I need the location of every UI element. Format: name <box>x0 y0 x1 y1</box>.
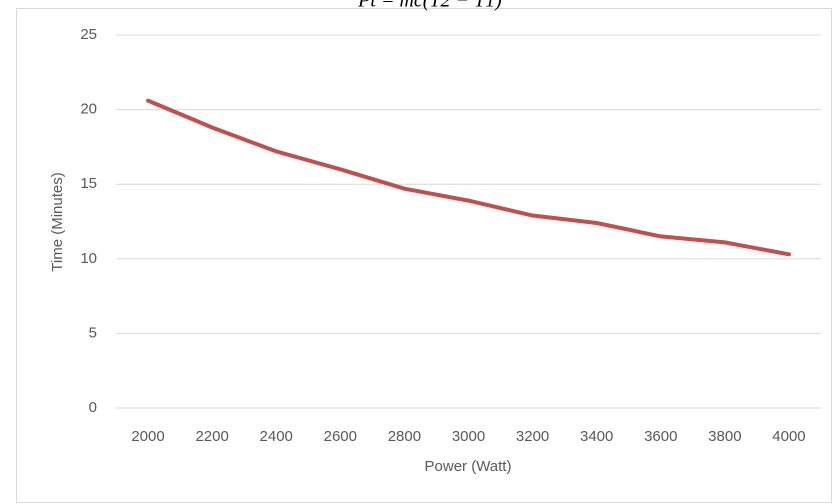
data-line <box>146 98 791 257</box>
y-tick-label: 20 <box>80 101 97 118</box>
x-tick-label: 2200 <box>195 428 228 445</box>
x-tick-label: 3600 <box>644 428 677 445</box>
x-tick-label: 3400 <box>580 428 613 445</box>
y-tick-label: 15 <box>80 175 97 192</box>
y-axis-label: Time (Minutes) <box>49 172 66 271</box>
chart-border <box>16 8 832 503</box>
x-tick-label: 2400 <box>260 428 293 445</box>
x-tick-label: 2600 <box>324 428 357 445</box>
x-tick-label: 2800 <box>388 428 421 445</box>
chart-title: Pt = mc(T2 − T1) <box>357 0 502 12</box>
y-tick-label: 25 <box>80 26 97 43</box>
x-tick-label: 3800 <box>708 428 741 445</box>
x-tick-label: 2000 <box>131 428 164 445</box>
x-tick-label: 3200 <box>516 428 549 445</box>
y-tick-label: 0 <box>89 399 97 416</box>
y-tick-label: 5 <box>89 324 97 341</box>
x-tick-label: 3000 <box>452 428 485 445</box>
x-tick-label: 4000 <box>772 428 805 445</box>
y-tick-label: 10 <box>80 250 97 267</box>
x-axis-label: Power (Watt) <box>425 458 512 475</box>
